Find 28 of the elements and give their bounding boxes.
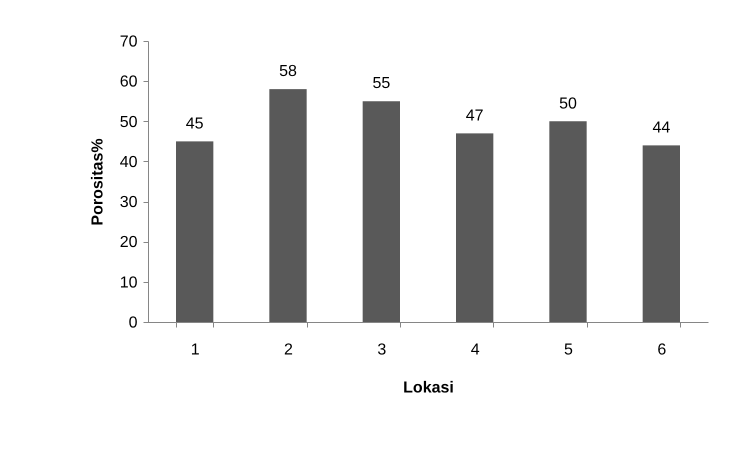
data-label: 55: [372, 75, 390, 92]
x-tick-label: 3: [377, 342, 386, 358]
y-tick-label: 40: [120, 154, 138, 171]
bar: [269, 89, 307, 322]
bar: [362, 101, 400, 322]
x-tick-label: 2: [284, 342, 294, 358]
y-axis-title: Porositas%: [90, 138, 107, 226]
y-tick-label: 30: [120, 194, 138, 212]
data-label: 44: [652, 119, 670, 136]
data-label: 45: [186, 115, 204, 132]
x-tick-label: 4: [470, 342, 480, 358]
bar: [176, 141, 214, 322]
y-tick-label: 20: [120, 234, 138, 252]
data-label: 50: [559, 95, 577, 112]
y-tick-label: 10: [120, 274, 138, 292]
x-axis-title: Lokasi: [403, 380, 454, 396]
x-tick-label: 5: [564, 342, 574, 358]
x-tick-label: 6: [657, 342, 666, 358]
bar: [642, 145, 680, 322]
y-tick-label: 0: [128, 314, 138, 332]
data-label: 58: [279, 63, 297, 80]
x-tick-label: 1: [190, 342, 200, 358]
y-tick-label: 60: [120, 74, 138, 91]
bar: [549, 121, 587, 322]
bar: [456, 133, 494, 322]
y-tick-label: 50: [120, 114, 138, 131]
data-label: 47: [466, 107, 484, 124]
y-tick-label: 70: [120, 34, 138, 50]
